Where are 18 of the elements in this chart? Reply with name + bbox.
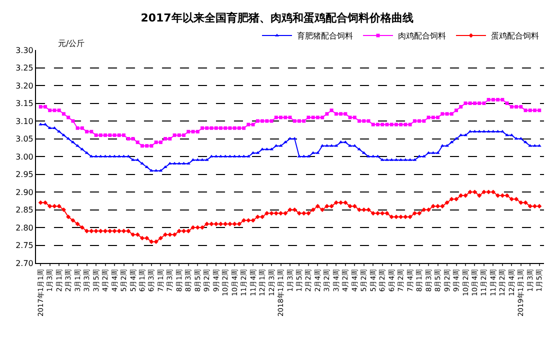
y-tick-label: 3.30 (16, 46, 34, 55)
y-tick-label: 2.90 (16, 188, 34, 197)
y-axis-title: 元/公斤 (58, 39, 85, 48)
y-tick-label: 2.95 (16, 170, 34, 180)
legend-label: 蛋鸡配合饲料 (491, 32, 539, 41)
legend-label: 育肥猪配合饲料 (297, 32, 353, 41)
y-tick-label: 3.20 (16, 81, 34, 90)
legend-label: 肉鸡配合饲料 (398, 32, 446, 41)
y-tick-label: 3.00 (16, 152, 34, 162)
y-tick-label: 2.85 (16, 206, 34, 215)
y-tick-label: 2.75 (16, 241, 34, 250)
y-tick-label: 3.05 (16, 134, 34, 144)
y-tick-label: 3.10 (16, 116, 34, 126)
y-tick-label: 3.15 (16, 99, 34, 108)
chart-title: 2017年以来全国育肥猪、肉鸡和蛋鸡配合饲料价格曲线 (140, 11, 414, 24)
y-tick-label: 2.70 (16, 258, 34, 268)
y-tick-label: 2.80 (16, 223, 34, 232)
y-tick-label: 3.25 (16, 64, 34, 73)
